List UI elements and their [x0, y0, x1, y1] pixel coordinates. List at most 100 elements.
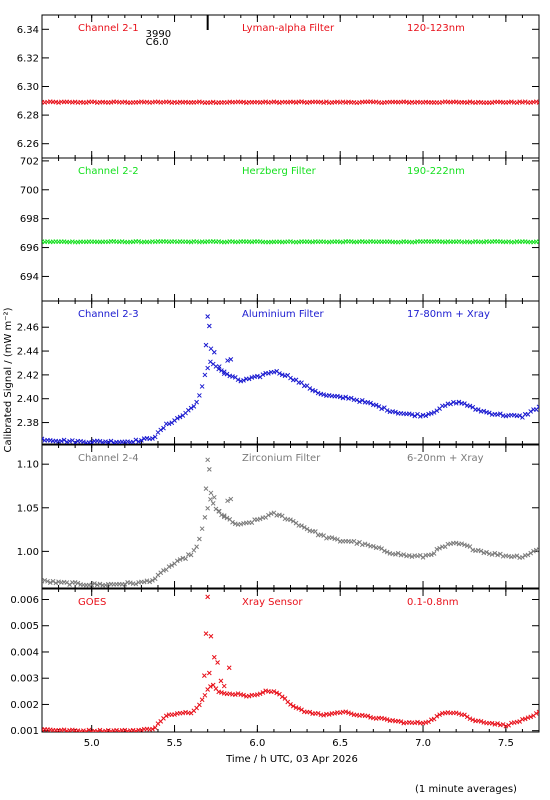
- data-point: [517, 413, 523, 418]
- y-tick-label: 2.40: [17, 394, 39, 405]
- data-point: [279, 372, 285, 378]
- data-point: [528, 409, 534, 414]
- data-point: [205, 365, 211, 371]
- data-point: [293, 705, 299, 710]
- data-point: [197, 702, 202, 708]
- data-point: [536, 404, 539, 410]
- data-point: [166, 564, 172, 569]
- y-axis-label: Calibrated Signal / (mW m⁻²): [3, 307, 14, 452]
- data-point: [197, 536, 202, 542]
- data-point: [326, 712, 332, 717]
- data-point: [177, 557, 183, 562]
- data-point: [271, 369, 277, 375]
- data-point: [210, 501, 216, 506]
- data-point: [199, 697, 205, 703]
- annotation-line2: C6.0: [146, 37, 169, 48]
- data-point: [525, 715, 531, 721]
- data-point: [235, 691, 241, 696]
- data-point: [318, 532, 324, 538]
- data-point: [497, 411, 503, 417]
- data-point: [503, 723, 509, 729]
- channel-label: Channel 2-3: [78, 309, 139, 320]
- data-point: [456, 711, 462, 717]
- data-point: [133, 581, 139, 587]
- data-point: [97, 438, 103, 444]
- channel-label: Channel 2-4: [78, 453, 139, 464]
- data-point: [202, 692, 208, 698]
- data-point: [359, 542, 365, 548]
- data-point: [406, 411, 412, 417]
- data-point: [304, 526, 310, 532]
- data-point: [299, 523, 304, 529]
- data-point: [279, 694, 285, 700]
- data-point: [335, 537, 340, 542]
- data-point: [453, 540, 459, 546]
- data-point: [166, 421, 172, 427]
- data-point: [382, 548, 387, 554]
- data-point: [522, 99, 528, 105]
- data-point: [232, 692, 238, 697]
- data-point: [89, 439, 95, 444]
- data-point: [78, 728, 84, 732]
- data-point: [208, 633, 214, 639]
- data-point: [219, 690, 224, 695]
- data-point: [75, 580, 81, 586]
- data-point: [536, 100, 539, 105]
- data-point: [201, 673, 207, 678]
- data-point: [495, 412, 500, 418]
- data-point: [533, 99, 539, 105]
- data-point: [174, 558, 180, 564]
- data-point: [517, 719, 523, 724]
- data-point: [97, 727, 103, 732]
- data-point: [343, 709, 349, 715]
- data-point: [86, 727, 92, 732]
- data-point: [481, 408, 487, 414]
- data-point: [42, 577, 48, 583]
- data-point: [365, 713, 371, 719]
- data-point: [169, 563, 175, 568]
- data-point: [393, 552, 398, 557]
- data-point: [462, 712, 467, 718]
- data-point: [522, 716, 528, 722]
- data-point: [202, 515, 208, 520]
- data-point: [415, 719, 420, 725]
- data-point: [56, 100, 61, 105]
- y-tick-label: 702: [20, 156, 39, 167]
- data-point: [365, 542, 371, 548]
- data-point: [208, 490, 214, 496]
- data-point: [428, 411, 434, 416]
- data-point: [329, 535, 335, 540]
- data-point: [163, 713, 169, 719]
- data-point: [340, 395, 346, 401]
- data-point: [312, 388, 318, 394]
- data-point: [221, 513, 227, 518]
- data-point: [346, 710, 351, 716]
- data-point: [321, 712, 326, 718]
- data-point: [221, 683, 227, 689]
- data-point: [225, 358, 230, 363]
- data-point: [393, 409, 398, 415]
- panel-frame: [41, 444, 540, 589]
- data-point: [205, 457, 211, 463]
- data-point: [205, 505, 211, 511]
- x-tick-label: 6.0: [249, 738, 265, 749]
- data-point: [206, 467, 212, 472]
- data-point: [42, 436, 45, 442]
- data-point: [290, 518, 296, 524]
- data-point: [188, 552, 194, 558]
- data-point: [492, 722, 498, 727]
- y-tick-label: 0.006: [10, 595, 39, 606]
- data-point: [114, 727, 119, 732]
- data-point: [290, 703, 296, 709]
- data-point: [257, 516, 263, 522]
- data-point: [50, 578, 56, 584]
- data-point: [337, 394, 343, 400]
- y-tick-label: 0.003: [10, 674, 39, 685]
- data-point: [128, 580, 133, 586]
- data-point: [453, 400, 459, 406]
- data-point: [61, 727, 67, 732]
- data-point: [514, 100, 520, 106]
- data-point: [332, 711, 338, 716]
- data-point: [260, 690, 266, 695]
- data-point: [230, 519, 235, 525]
